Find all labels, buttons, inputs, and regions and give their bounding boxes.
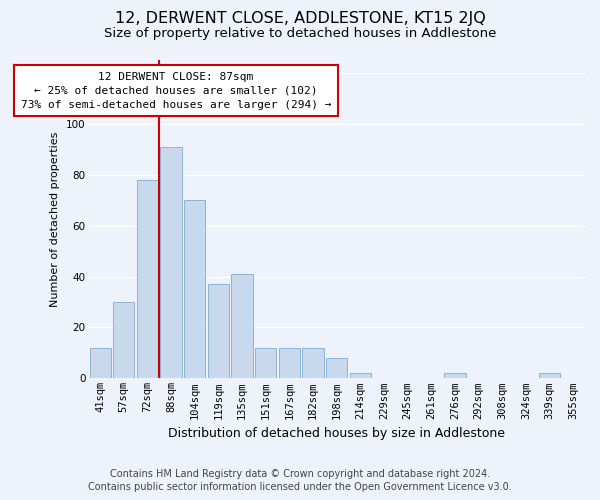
Bar: [326, 358, 347, 378]
Bar: [539, 374, 560, 378]
Text: Size of property relative to detached houses in Addlestone: Size of property relative to detached ho…: [104, 28, 496, 40]
Bar: [160, 146, 182, 378]
Bar: [255, 348, 277, 378]
Bar: [137, 180, 158, 378]
Y-axis label: Number of detached properties: Number of detached properties: [50, 132, 60, 307]
Bar: [208, 284, 229, 378]
Text: 12, DERWENT CLOSE, ADDLESTONE, KT15 2JQ: 12, DERWENT CLOSE, ADDLESTONE, KT15 2JQ: [115, 11, 485, 26]
Bar: [184, 200, 205, 378]
Bar: [232, 274, 253, 378]
Bar: [350, 374, 371, 378]
Bar: [444, 374, 466, 378]
Bar: [279, 348, 300, 378]
Bar: [302, 348, 323, 378]
X-axis label: Distribution of detached houses by size in Addlestone: Distribution of detached houses by size …: [168, 427, 505, 440]
Text: Contains HM Land Registry data © Crown copyright and database right 2024.
Contai: Contains HM Land Registry data © Crown c…: [88, 470, 512, 492]
Bar: [89, 348, 111, 378]
Text: 12 DERWENT CLOSE: 87sqm
← 25% of detached houses are smaller (102)
73% of semi-d: 12 DERWENT CLOSE: 87sqm ← 25% of detache…: [20, 72, 331, 110]
Bar: [113, 302, 134, 378]
